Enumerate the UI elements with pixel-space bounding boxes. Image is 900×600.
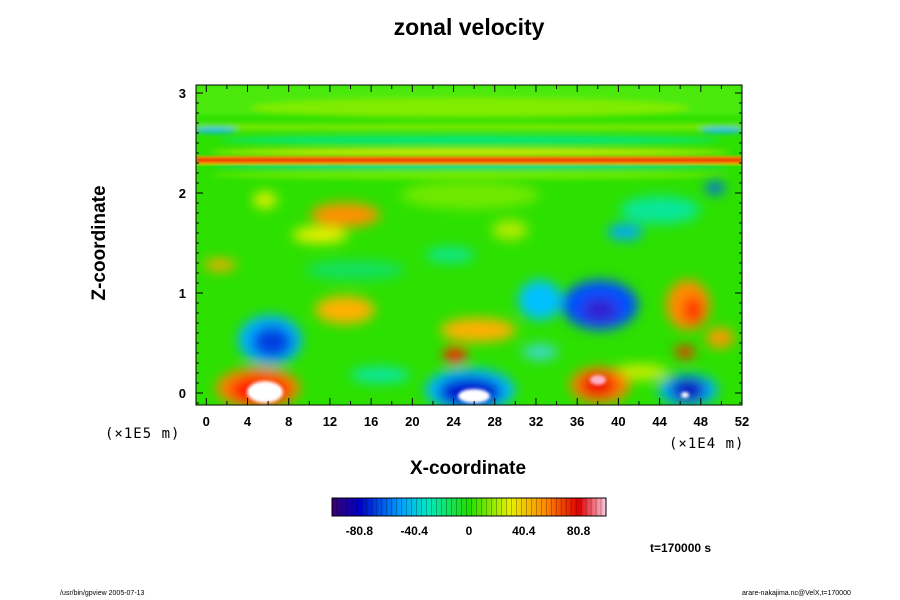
field-blob (443, 347, 467, 363)
colorbar-tick-label: 80.8 (567, 524, 591, 538)
y-axis-label: Z-coordinate (89, 185, 110, 301)
field-blob (518, 280, 562, 320)
field-core (590, 375, 606, 385)
y-tick-label: 2 (179, 186, 186, 201)
y-tick-label: 3 (179, 86, 186, 101)
x-tick-label: 8 (285, 414, 292, 429)
x-tick-label: 28 (488, 414, 502, 429)
field-blob (196, 127, 237, 133)
field-blob (582, 298, 618, 322)
field-blob (400, 181, 540, 209)
colorbar-tick-label: 40.4 (512, 524, 536, 538)
y-tick-label: 0 (179, 386, 186, 401)
field-blob (315, 296, 375, 324)
field-blob (425, 247, 475, 263)
field-blob (220, 135, 720, 145)
x-tick-label: 40 (611, 414, 625, 429)
field-blob (620, 196, 700, 224)
y-tick-label: 1 (179, 286, 186, 301)
field-blob (253, 192, 277, 208)
field-blob (292, 227, 348, 243)
field-band-positive (196, 157, 742, 164)
plot-frame (195, 84, 743, 406)
plot-area (196, 85, 742, 405)
x-unit-label: (×1E4 m) (669, 436, 745, 452)
x-tick-label: 32 (529, 414, 543, 429)
x-tick-label: 0 (203, 414, 210, 429)
field-blob (250, 98, 690, 118)
field-blob (670, 378, 706, 402)
x-tick-label: 24 (446, 414, 461, 429)
colorbar (331, 497, 607, 517)
field-blob (705, 182, 725, 194)
colorbar-divisions (336, 498, 602, 516)
field-band-edge (196, 163, 742, 165)
x-tick-label: 36 (570, 414, 584, 429)
footer-source: arare-nakajima.nc@VelX,t=170000 (742, 590, 851, 597)
field-blob (310, 203, 380, 227)
field-blob (350, 367, 410, 383)
field-blob (210, 171, 730, 179)
colorbar-gradient (332, 498, 606, 516)
field-blob (252, 326, 292, 358)
colorbar-tick-label: 0 (466, 524, 473, 538)
field-blob (700, 127, 742, 133)
field-blob (683, 296, 703, 324)
colorbar-tick-label: -40.4 (401, 524, 429, 538)
field-blob (612, 364, 668, 380)
field-blob (210, 149, 730, 155)
field-blob (440, 318, 516, 342)
x-tick-label: 48 (694, 414, 708, 429)
field-blob (522, 344, 558, 360)
colorbar-frame (331, 497, 607, 517)
x-tick-label: 20 (405, 414, 419, 429)
field-band-edge (196, 156, 742, 158)
axis-ticks (196, 85, 743, 405)
x-tick-label: 52 (735, 414, 749, 429)
field-blob (492, 220, 528, 240)
field-core-negative (458, 389, 490, 403)
time-label: t=170000 s (650, 541, 712, 555)
field-blob (305, 260, 405, 280)
field-core-positive (247, 381, 283, 403)
x-axis-label: X-coordinate (409, 458, 527, 479)
x-tick-label: 16 (364, 414, 378, 429)
field-core (681, 392, 689, 398)
field-band (196, 124, 742, 130)
y-unit-label: (×1E5 m) (105, 426, 181, 442)
x-tick-label: 4 (244, 414, 252, 429)
x-tick-label: 12 (323, 414, 337, 429)
colorbar-tick-label: -80.8 (346, 524, 374, 538)
footer-command: /usr/bin/gpview 2005-07-13 (60, 590, 145, 597)
x-tick-label: 44 (652, 414, 667, 429)
chart-title: zonal velocity (393, 14, 545, 40)
field-blob (675, 346, 695, 358)
field-blob (706, 328, 734, 348)
field-blob (607, 224, 643, 240)
field-blob (204, 259, 236, 271)
